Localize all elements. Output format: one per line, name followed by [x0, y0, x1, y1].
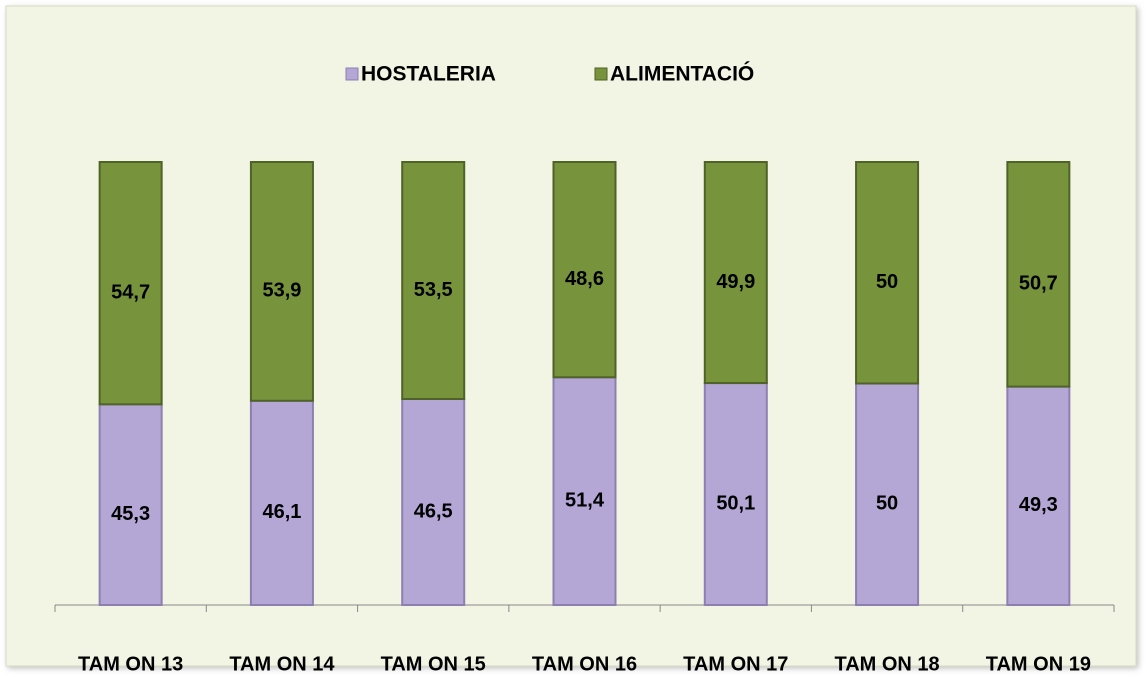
data-label: 50: [876, 271, 898, 293]
bar-segment: [249, 399, 314, 607]
bar-segment: [401, 398, 466, 606]
data-label: 46,1: [262, 501, 301, 523]
bar-segment: [98, 161, 163, 406]
legend-swatch: [594, 67, 608, 81]
x-tick-label: TAM ON 13: [78, 653, 183, 675]
data-label: 50: [876, 493, 898, 515]
legend-label: ALIMENTACIÓ: [610, 62, 754, 86]
bar-segment: [703, 161, 768, 385]
bar-segment: [552, 161, 617, 379]
x-tick-label: TAM ON 17: [683, 653, 788, 675]
x-tick-label: TAM ON 18: [834, 653, 939, 675]
data-label: 49,3: [1019, 494, 1058, 516]
bar-segment: [249, 161, 314, 402]
x-tick-label: TAM ON 14: [229, 653, 335, 675]
data-label: 49,9: [716, 271, 755, 293]
data-label: 45,3: [111, 503, 150, 525]
x-tick-label: TAM ON 16: [532, 653, 637, 675]
x-tick-label: TAM ON 15: [381, 653, 486, 675]
bar-segment: [552, 376, 617, 606]
data-label: 54,7: [111, 281, 150, 303]
bar-segment: [1006, 385, 1071, 607]
data-label: 46,5: [414, 500, 453, 522]
x-tick-label: TAM ON 19: [986, 653, 1091, 675]
data-label: 51,4: [565, 489, 605, 511]
bar-segment: [1006, 161, 1071, 388]
bar-segment: [855, 382, 920, 606]
bar-segment: [401, 161, 466, 401]
bar-segment: [703, 382, 768, 606]
data-label: 50,1: [716, 492, 755, 514]
legend-swatch: [345, 67, 359, 81]
legend-label: HOSTALERIA: [361, 63, 496, 86]
bar-segment: [98, 403, 163, 607]
data-label: 50,7: [1019, 273, 1058, 295]
data-label: 48,6: [565, 268, 604, 290]
bar-segment: [855, 161, 920, 385]
data-label: 53,9: [262, 280, 301, 302]
data-label: 53,5: [414, 279, 453, 301]
